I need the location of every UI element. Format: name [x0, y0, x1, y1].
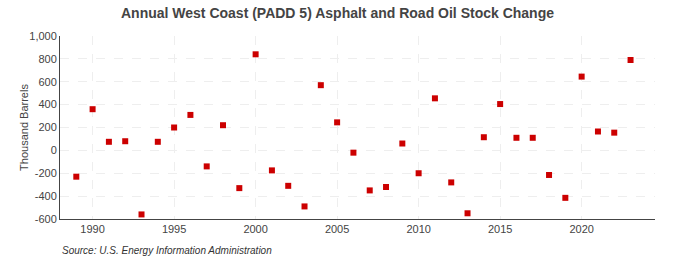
- svg-text:-400: -400: [35, 190, 57, 202]
- svg-text:-600: -600: [35, 213, 57, 225]
- svg-text:Thousand Barrels: Thousand Barrels: [18, 84, 30, 171]
- svg-text:2000: 2000: [243, 223, 267, 235]
- svg-text:2015: 2015: [488, 223, 512, 235]
- svg-text:2010: 2010: [406, 223, 430, 235]
- svg-text:Annual West Coast (PADD 5) Asp: Annual West Coast (PADD 5) Asphalt and R…: [121, 5, 554, 21]
- svg-text:0: 0: [51, 144, 57, 156]
- svg-text:2020: 2020: [569, 223, 593, 235]
- svg-text:Source: U.S. Energy Informatio: Source: U.S. Energy Information Administ…: [62, 245, 272, 256]
- svg-text:800: 800: [38, 53, 56, 65]
- svg-text:2005: 2005: [325, 223, 349, 235]
- svg-text:400: 400: [38, 98, 56, 110]
- svg-text:-200: -200: [35, 167, 57, 179]
- svg-text:200: 200: [38, 121, 56, 133]
- svg-text:1,000: 1,000: [29, 30, 57, 42]
- svg-text:1995: 1995: [162, 223, 186, 235]
- svg-text:600: 600: [38, 76, 56, 88]
- svg-text:1990: 1990: [80, 223, 104, 235]
